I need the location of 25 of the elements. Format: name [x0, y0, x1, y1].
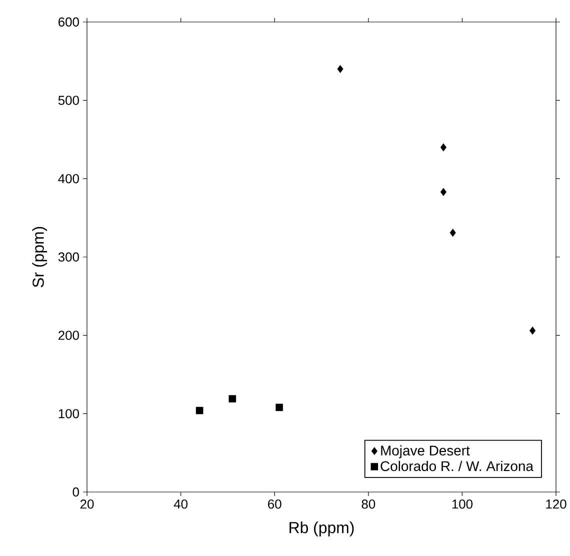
point	[337, 64, 344, 74]
y-tick-label: 400	[58, 174, 79, 184]
point	[440, 188, 446, 196]
y-tick-label: 500	[58, 96, 79, 105]
legend-label: Colorado R. / W. Arizona	[380, 460, 534, 472]
y-tick-label: 600	[58, 17, 79, 27]
y-axis-title: Sr (ppm)	[32, 227, 48, 288]
point	[228, 395, 236, 402]
x-tick-label: 100	[452, 500, 473, 509]
x-axis-title: Rb (ppm)	[290, 522, 354, 536]
point	[440, 143, 446, 152]
x-tick-label: 40	[174, 500, 188, 509]
point	[196, 406, 204, 414]
point	[450, 228, 456, 237]
point	[530, 326, 536, 335]
y-tick-label: 200	[58, 330, 79, 340]
x-tick-label: 20	[80, 500, 94, 509]
y-tick-label: 0	[72, 487, 79, 497]
y-tick-label: 100	[58, 409, 79, 418]
y-tick-label: 300	[58, 252, 79, 262]
x-tick-label: 120	[546, 500, 566, 509]
point	[276, 404, 283, 412]
x-tick-label: 80	[362, 500, 376, 509]
legend-label: Mojave Desert	[381, 445, 470, 458]
x-tick-label: 60	[268, 500, 282, 509]
